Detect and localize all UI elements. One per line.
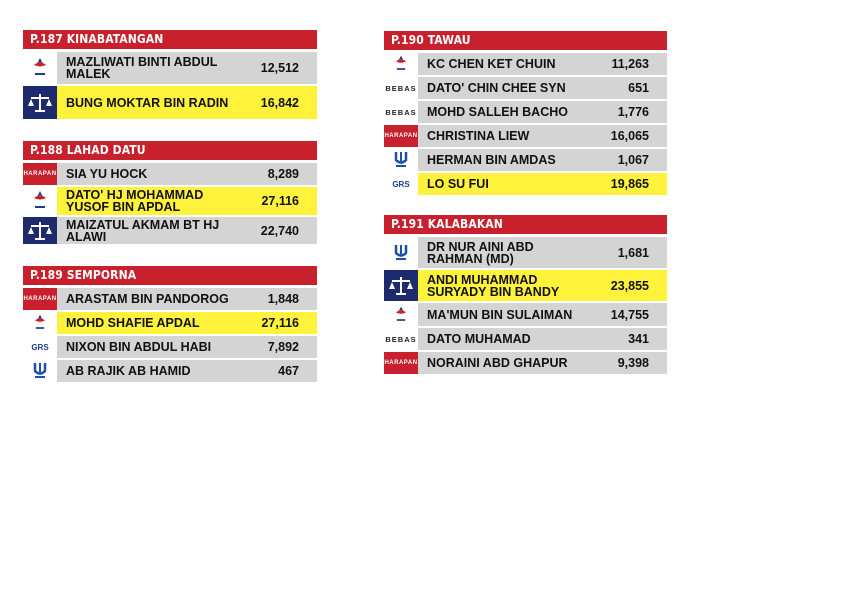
candidate-name: BUNG MOKTAR BIN RADIN xyxy=(66,95,229,110)
constituency-title: P.191 KALABAKAN xyxy=(384,215,667,234)
candidate-row: MOHD SHAFIE APDAL 27,116 xyxy=(23,312,317,334)
vote-count: 8,289 xyxy=(267,167,299,181)
vote-count: 9,398 xyxy=(617,356,649,370)
candidate-name: MAZLIWATI BINTI ABDUL MALEK xyxy=(66,55,218,81)
vote-count: 467 xyxy=(278,364,299,378)
vote-count: 16,842 xyxy=(260,95,299,110)
vote-count: 16,065 xyxy=(610,129,649,143)
vote-count: 7,892 xyxy=(267,340,299,354)
bebas-logo-icon: BEBAS xyxy=(384,328,418,350)
candidate-name: MOHD SALLEH BACHO xyxy=(427,105,568,119)
vote-count: 27,116 xyxy=(261,194,299,208)
candidate-name: DATO' CHIN CHEE SYN xyxy=(427,81,566,95)
candidate-name: NORAINI ABD GHAPUR xyxy=(427,356,568,370)
candidate-row: MA'MUN BIN SULAIMAN 14,755 xyxy=(384,303,667,326)
vote-count: 23,855 xyxy=(610,278,649,293)
candidate-row: BEBAS DATO' CHIN CHEE SYN 651 xyxy=(384,77,667,99)
candidate-row: BEBAS MOHD SALLEH BACHO 1,776 xyxy=(384,101,667,123)
vote-count: 651 xyxy=(628,81,649,95)
candidate-row: GRS LO SU FUI 19,865 xyxy=(384,173,667,195)
constituency-p189: P.189 SEMPORNA HARAPAN ARASTAM BIN PANDO… xyxy=(23,266,317,384)
grs-logo-icon: GRS xyxy=(384,173,418,195)
vote-count: 1,681 xyxy=(617,245,649,260)
candidate-row: HARAPAN CHRISTINA LIEW 16,065 xyxy=(384,125,667,147)
candidate-name: KC CHEN KET CHUIN xyxy=(427,57,556,71)
harapan-logo-icon: HARAPAN xyxy=(23,163,57,185)
candidate-row: AB RAJIK AB HAMID 467 xyxy=(23,360,317,382)
grs-logo-icon: GRS xyxy=(23,336,57,358)
candidate-name: SIA YU HOCK xyxy=(66,167,148,181)
bebas-logo-icon: BEBAS xyxy=(384,77,418,99)
candidate-name: DATO MUHAMAD xyxy=(427,332,531,346)
vote-count: 341 xyxy=(628,332,649,346)
candidate-row: HARAPAN SIA YU HOCK 8,289 xyxy=(23,163,317,185)
constituency-title: P.189 SEMPORNA xyxy=(23,266,317,285)
constituency-p190: P.190 TAWAU KC CHEN KET CHUIN 11,263 BEB… xyxy=(384,31,667,197)
candidate-name: CHRISTINA LIEW xyxy=(427,129,530,143)
bn-logo-icon xyxy=(23,217,57,244)
pejuang-logo-icon xyxy=(384,149,418,171)
vote-count: 22,740 xyxy=(260,223,299,238)
warisan-logo-icon xyxy=(384,303,418,326)
candidate-row: MAZLIWATI BINTI ABDUL MALEK 12,512 xyxy=(23,52,317,84)
candidate-row: HARAPAN ARASTAM BIN PANDOROG 1,848 xyxy=(23,288,317,310)
vote-count: 1,776 xyxy=(617,105,649,119)
warisan-logo-icon xyxy=(23,312,57,334)
candidate-name: ARASTAM BIN PANDOROG xyxy=(66,292,229,306)
candidate-name: MOHD SHAFIE APDAL xyxy=(66,316,200,330)
vote-count: 1,848 xyxy=(267,292,299,306)
constituency-p191: P.191 KALABAKAN DR NUR AINI ABD RAHMAN (… xyxy=(384,215,667,376)
candidate-name: ANDI MUHAMMAD SURYADY BIN BANDY xyxy=(427,272,560,299)
candidate-name: DR NUR AINI ABD RAHMAN (MD) xyxy=(427,239,534,266)
candidate-row: GRS NIXON BIN ABDUL HABI 7,892 xyxy=(23,336,317,358)
candidate-row: ANDI MUHAMMAD SURYADY BIN BANDY 23,855 xyxy=(384,270,667,301)
vote-count: 27,116 xyxy=(261,316,299,330)
candidate-row: BUNG MOKTAR BIN RADIN 16,842 xyxy=(23,86,317,119)
pejuang-logo-icon xyxy=(384,237,418,268)
candidate-name: AB RAJIK AB HAMID xyxy=(66,364,191,378)
pejuang-logo-icon xyxy=(23,360,57,382)
constituency-title: P.190 TAWAU xyxy=(384,31,667,50)
candidate-name: DATO' HJ MOHAMMAD YUSOF BIN APDAL xyxy=(66,188,204,214)
vote-count: 19,865 xyxy=(610,177,649,191)
vote-count: 1,067 xyxy=(617,153,649,167)
candidate-name: NIXON BIN ABDUL HABI xyxy=(66,340,212,354)
candidate-name: LO SU FUI xyxy=(427,177,489,191)
candidate-row: DR NUR AINI ABD RAHMAN (MD) 1,681 xyxy=(384,237,667,268)
candidate-name: HERMAN BIN AMDAS xyxy=(427,153,556,167)
constituency-title: P.188 LAHAD DATU xyxy=(23,141,317,160)
candidate-row: BEBAS DATO MUHAMAD 341 xyxy=(384,328,667,350)
constituency-p187: P.187 KINABATANGAN MAZLIWATI BINTI ABDUL… xyxy=(23,30,317,121)
bn-logo-icon xyxy=(384,270,418,301)
vote-count: 11,263 xyxy=(611,57,649,71)
bebas-logo-icon: BEBAS xyxy=(384,101,418,123)
candidate-name: MA'MUN BIN SULAIMAN xyxy=(427,307,573,322)
harapan-logo-icon: HARAPAN xyxy=(384,352,418,374)
harapan-logo-icon: HARAPAN xyxy=(23,288,57,310)
harapan-logo-icon: HARAPAN xyxy=(384,125,418,147)
bn-logo-icon xyxy=(23,86,57,119)
candidate-row: KC CHEN KET CHUIN 11,263 xyxy=(384,53,667,75)
warisan-logo-icon xyxy=(23,52,57,84)
candidate-row: DATO' HJ MOHAMMAD YUSOF BIN APDAL 27,116 xyxy=(23,187,317,215)
vote-count: 14,755 xyxy=(610,307,649,322)
vote-count: 12,512 xyxy=(260,61,299,75)
candidate-name: MAIZATUL AKMAM BT HJ ALAWI xyxy=(66,217,220,244)
warisan-logo-icon xyxy=(384,53,418,75)
constituency-p188: P.188 LAHAD DATU HARAPAN SIA YU HOCK 8,2… xyxy=(23,141,317,246)
candidate-row: HERMAN BIN AMDAS 1,067 xyxy=(384,149,667,171)
warisan-logo-icon xyxy=(23,187,57,215)
candidate-row: MAIZATUL AKMAM BT HJ ALAWI 22,740 xyxy=(23,217,317,244)
constituency-title: P.187 KINABATANGAN xyxy=(23,30,317,49)
candidate-row: HARAPAN NORAINI ABD GHAPUR 9,398 xyxy=(384,352,667,374)
